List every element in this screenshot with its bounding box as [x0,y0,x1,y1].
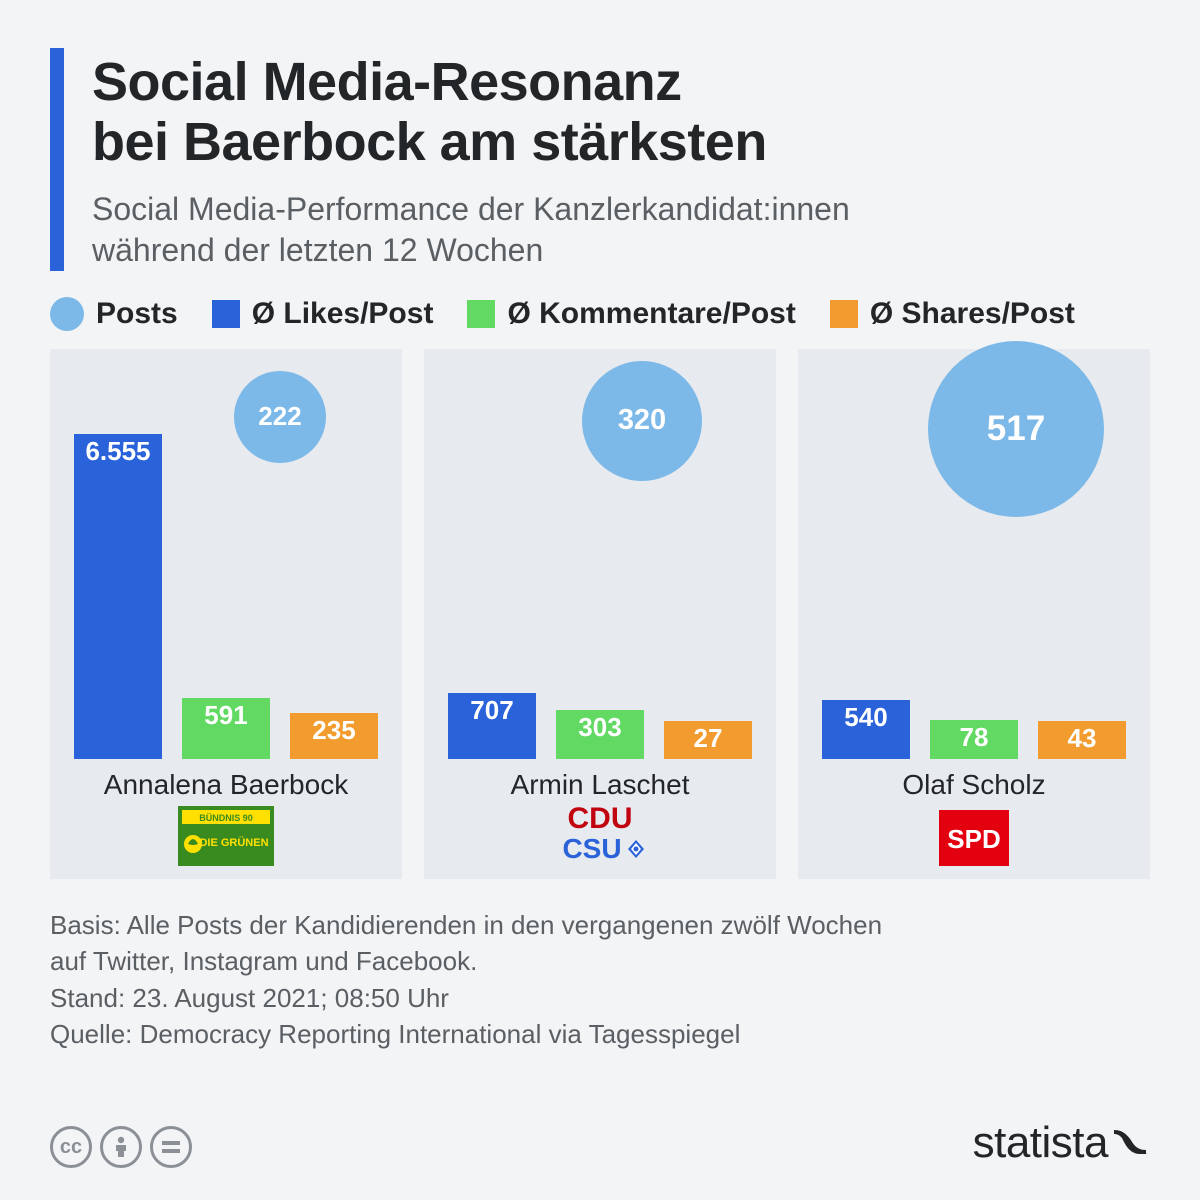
bar-rect [930,755,1018,759]
cc-by-icon [100,1126,142,1168]
bar: 78 [930,720,1018,759]
legend: Posts Ø Likes/Post Ø Kommentare/Post Ø S… [50,297,1150,331]
title-group: Social Media-Resonanz bei Baerbock am st… [92,48,850,271]
subtitle-line: während der letzten 12 Wochen [92,230,850,271]
bar-value-label: 6.555 [74,434,162,469]
legend-swatch-likes [212,300,240,328]
bar-rect [290,748,378,758]
title-line: Social Media-Resonanz [92,52,850,112]
bar-value-label: 591 [182,698,270,733]
footer-quelle: Quelle: Democracy Reporting Internationa… [50,1016,1150,1052]
header-block: Social Media-Resonanz bei Baerbock am st… [50,48,1150,271]
candidate-name: Armin Laschet [424,769,776,801]
footer-notes: Basis: Alle Posts der Kandidierenden in … [50,907,1150,1053]
bar-rect [556,745,644,758]
svg-text:SPD: SPD [947,824,1000,854]
bars-area: 6.555 591 235 [50,409,402,759]
party-logo: BÜNDNIS 90 DIE GRÜNEN [178,806,274,871]
subtitle-line: Social Media-Performance der Kanzlerkand… [92,189,850,230]
license-icons: cc [50,1126,192,1168]
legend-item-posts: Posts [50,297,178,331]
bar-value-label: 78 [930,720,1018,755]
legend-label: Ø Shares/Post [870,297,1075,331]
chart-panel: 517 540 78 43 Olaf Scholz SPD [798,349,1150,879]
bar: 540 [822,700,910,759]
bar: 235 [290,713,378,758]
cc-nd-icon [150,1126,192,1168]
legend-item-comments: Ø Kommentare/Post [467,297,795,331]
bar-rect [448,728,536,759]
brand-text: statista [973,1118,1108,1168]
bar-value-label: 540 [822,700,910,735]
bar-value-label: 303 [556,710,644,745]
bars-area: 707 303 27 [424,409,776,759]
bar-value-label: 707 [448,693,536,728]
legend-label: Posts [96,297,178,331]
footer-basis: auf Twitter, Instagram und Facebook. [50,943,1150,979]
legend-swatch-comments [467,300,495,328]
title-line: bei Baerbock am stärksten [92,112,850,172]
candidate-name: Annalena Baerbock [50,769,402,801]
bar-value-label: 235 [290,713,378,748]
svg-text:DIE GRÜNEN: DIE GRÜNEN [199,836,268,849]
svg-text:BÜNDNIS 90: BÜNDNIS 90 [199,813,253,823]
bar: 303 [556,710,644,758]
bar-value-label: 27 [664,721,752,756]
bars-area: 540 78 43 [798,409,1150,759]
legend-label: Ø Kommentare/Post [507,297,795,331]
footer-stand: Stand: 23. August 2021; 08:50 Uhr [50,980,1150,1016]
accent-bar [50,48,64,271]
bar-rect [74,469,162,759]
party-logo: SPD [939,810,1009,871]
legend-label: Ø Likes/Post [252,297,434,331]
bar: 591 [182,698,270,759]
bottom-row: cc statista [50,1118,1150,1168]
legend-item-shares: Ø Shares/Post [830,297,1075,331]
cc-icon: cc [50,1126,92,1168]
chart-panels: 222 6.555 591 235 Annalena Baerbock BÜND… [50,349,1150,879]
bar-rect [664,756,752,759]
candidate-name: Olaf Scholz [798,769,1150,801]
legend-swatch-shares [830,300,858,328]
chart-panel: 222 6.555 591 235 Annalena Baerbock BÜND… [50,349,402,879]
bar: 6.555 [74,434,162,759]
bar-rect [182,733,270,759]
statista-logo: statista [973,1118,1150,1168]
bar: 27 [664,721,752,759]
legend-item-likes: Ø Likes/Post [212,297,434,331]
svg-text:CSU: CSU [562,833,621,864]
bar-value-label: 43 [1038,721,1126,756]
bar: 707 [448,693,536,759]
legend-swatch-posts [50,297,84,331]
bar-rect [822,735,910,759]
party-logo: CDU CSU [540,800,660,871]
bar: 43 [1038,721,1126,759]
svg-text:CDU: CDU [568,802,633,835]
bar-rect [1038,756,1126,759]
chart-panel: 320 707 303 27 Armin Laschet CDU CSU [424,349,776,879]
footer-basis: Basis: Alle Posts der Kandidierenden in … [50,907,1150,943]
